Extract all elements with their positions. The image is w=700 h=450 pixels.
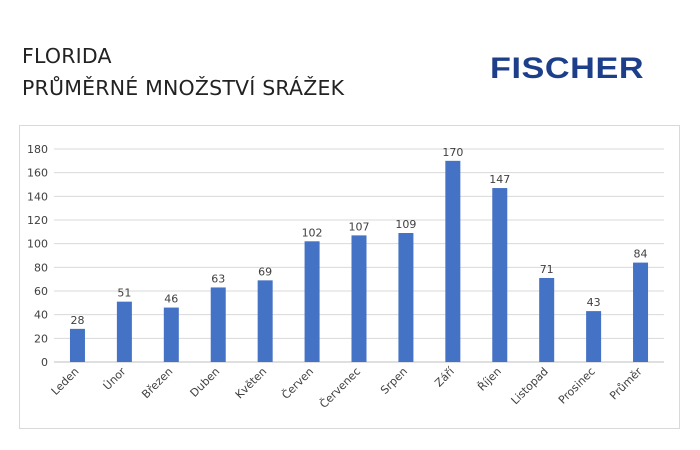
x-tick-label: Průměr bbox=[607, 365, 645, 403]
bar-Březen bbox=[163, 307, 179, 362]
fischer-logo: FISCHER bbox=[490, 52, 645, 85]
bar-Leden bbox=[69, 328, 85, 362]
y-tick-label: 100 bbox=[27, 238, 48, 251]
bar-Průměr bbox=[633, 262, 649, 362]
data-label: 71 bbox=[540, 263, 554, 276]
x-tick-label: Říjen bbox=[475, 365, 504, 394]
bar-Únor bbox=[116, 301, 132, 362]
bar-Květen bbox=[257, 280, 273, 362]
x-tick-label: Červenec bbox=[317, 365, 363, 411]
y-tick-label: 160 bbox=[27, 167, 48, 180]
title-location: FLORIDA bbox=[22, 44, 112, 68]
data-label: 69 bbox=[258, 265, 272, 278]
data-label: 102 bbox=[302, 226, 323, 239]
bar-Červen bbox=[304, 241, 320, 362]
bar-Září bbox=[445, 160, 461, 362]
y-tick-label: 140 bbox=[27, 190, 48, 203]
data-label: 107 bbox=[349, 220, 370, 233]
x-tick-label: Prosinec bbox=[556, 365, 598, 407]
x-tick-label: Leden bbox=[49, 365, 82, 398]
bar-Červenec bbox=[351, 235, 367, 362]
data-label: 109 bbox=[395, 218, 416, 231]
x-tick-label: Září bbox=[432, 364, 457, 389]
y-tick-label: 40 bbox=[34, 309, 48, 322]
x-tick-label: Únor bbox=[101, 365, 129, 393]
data-label: 170 bbox=[442, 146, 463, 159]
x-tick-label: Srpen bbox=[378, 365, 410, 397]
x-tick-label: Duben bbox=[188, 365, 223, 400]
x-tick-label: Březen bbox=[139, 365, 175, 401]
data-label: 28 bbox=[70, 314, 84, 327]
data-label: 84 bbox=[634, 248, 648, 261]
x-tick-label: Květen bbox=[233, 365, 269, 401]
data-label: 147 bbox=[489, 173, 510, 186]
title-subject: PRŮMĚRNÉ MNOŽSTVÍ SRÁŽEK bbox=[22, 76, 345, 100]
bar-Říjen bbox=[492, 188, 508, 362]
y-tick-label: 120 bbox=[27, 214, 48, 227]
x-tick-label: Červen bbox=[279, 365, 316, 402]
data-label: 63 bbox=[211, 272, 225, 285]
bar-Listopad bbox=[539, 277, 555, 362]
data-label: 51 bbox=[117, 287, 131, 300]
x-tick-label: Listopad bbox=[509, 365, 551, 407]
bar-Prosinec bbox=[586, 311, 602, 362]
y-tick-label: 0 bbox=[41, 356, 48, 369]
bar-chart: 0 20 40 60 80 100 120 140 160 180 28 Leden 51 Únor 46 B… bbox=[27, 143, 664, 411]
y-tick-label: 180 bbox=[27, 143, 48, 156]
y-tick-label: 60 bbox=[34, 285, 48, 298]
bar-Srpen bbox=[398, 233, 414, 362]
y-tick-label: 20 bbox=[34, 332, 48, 345]
y-tick-label: 80 bbox=[34, 261, 48, 274]
chart-area: 0 20 40 60 80 100 120 140 160 180 28 Leden 51 Únor 46 B… bbox=[19, 125, 680, 429]
data-label: 46 bbox=[164, 293, 178, 306]
bar-Duben bbox=[210, 287, 226, 362]
data-label: 43 bbox=[587, 296, 601, 309]
chart-title-block: FLORIDA PRŮMĚRNÉ MNOŽSTVÍ SRÁŽEK bbox=[22, 40, 344, 104]
